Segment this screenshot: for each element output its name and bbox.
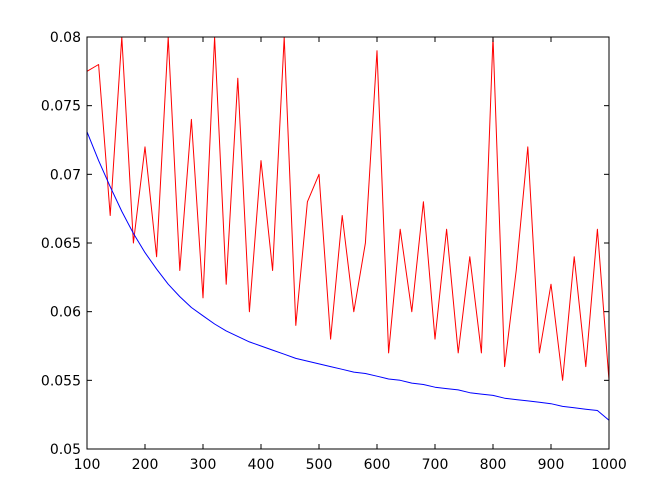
y-tick-label: 0.055 bbox=[41, 373, 81, 389]
x-tick-label: 400 bbox=[248, 457, 275, 473]
x-tick-label: 600 bbox=[364, 457, 391, 473]
ticks-layer bbox=[86, 36, 610, 450]
x-tick-label: 900 bbox=[538, 457, 565, 473]
x-tick-label: 300 bbox=[190, 457, 217, 473]
x-tick-label: 500 bbox=[306, 457, 333, 473]
x-tick-label: 800 bbox=[480, 457, 507, 473]
plot-background bbox=[87, 37, 609, 449]
y-tick-label: 0.07 bbox=[50, 167, 81, 183]
x-tick-label: 200 bbox=[132, 457, 159, 473]
series-line-0 bbox=[86, 36, 610, 381]
x-tick-label: 100 bbox=[74, 457, 101, 473]
tick-labels: 100 200 300 400 500 600 700 800 900 1000 0.05 0.055… bbox=[41, 30, 627, 473]
y-tick-label: 0.06 bbox=[50, 305, 81, 321]
y-tick-label: 0.08 bbox=[50, 30, 81, 46]
x-tick-label: 700 bbox=[422, 457, 449, 473]
y-tick-label: 0.075 bbox=[41, 99, 81, 115]
y-tick-label: 0.05 bbox=[50, 442, 81, 458]
series-layer bbox=[86, 36, 610, 421]
x-tick-label: 1000 bbox=[591, 457, 627, 473]
y-tick-label: 0.065 bbox=[41, 236, 81, 252]
series-line-1 bbox=[86, 131, 610, 421]
